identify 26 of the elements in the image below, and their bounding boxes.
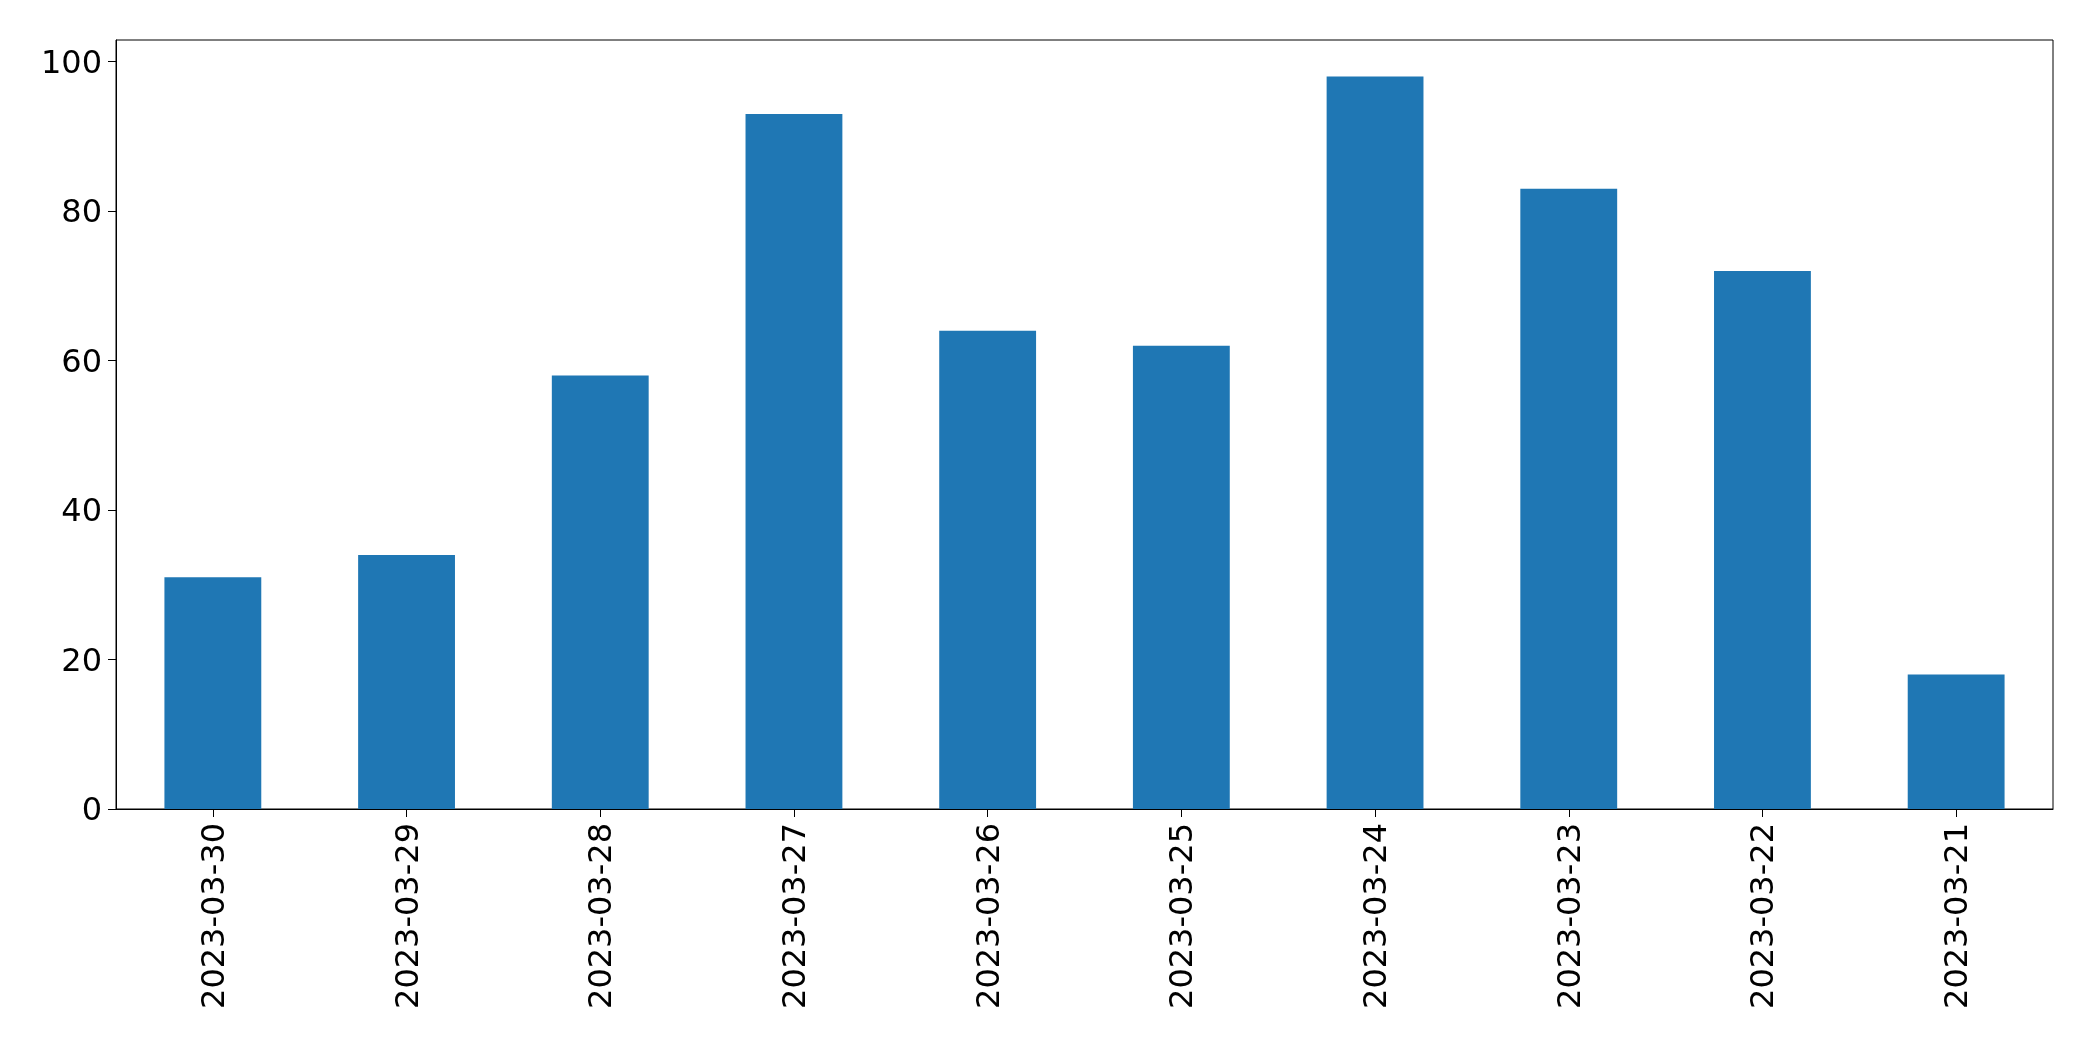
x-tick-label: 2023-03-22: [1743, 823, 1782, 1009]
y-tick-label: 100: [40, 42, 102, 81]
bar: [1520, 188, 1618, 809]
x-tick-label: 2023-03-28: [581, 823, 620, 1009]
bar: [1132, 345, 1230, 809]
bar: [1714, 270, 1811, 809]
y-tick-label: 40: [61, 491, 102, 530]
bar: [1326, 76, 1424, 809]
x-tick-label: 2023-03-24: [1356, 823, 1395, 1009]
y-tick-label: 20: [61, 640, 102, 679]
bar: [1907, 674, 2005, 809]
y-tick-label: 80: [61, 192, 102, 231]
x-tick-label: 2023-03-29: [387, 823, 426, 1009]
y-tick-label: 60: [61, 341, 102, 380]
bar: [939, 330, 1037, 809]
x-tick-label: 2023-03-21: [1937, 823, 1976, 1009]
x-tick-label: 2023-03-26: [968, 823, 1007, 1009]
bar: [164, 577, 262, 809]
x-tick-label: 2023-03-23: [1549, 823, 1588, 1009]
bar: [551, 375, 649, 809]
bar: [745, 113, 843, 809]
bar: [358, 554, 455, 809]
x-tick-label: 2023-03-27: [774, 823, 813, 1009]
y-tick-label: 0: [81, 790, 102, 828]
x-tick-label: 2023-03-25: [1162, 823, 1201, 1009]
x-tick-label: 2023-03-30: [193, 823, 232, 1009]
